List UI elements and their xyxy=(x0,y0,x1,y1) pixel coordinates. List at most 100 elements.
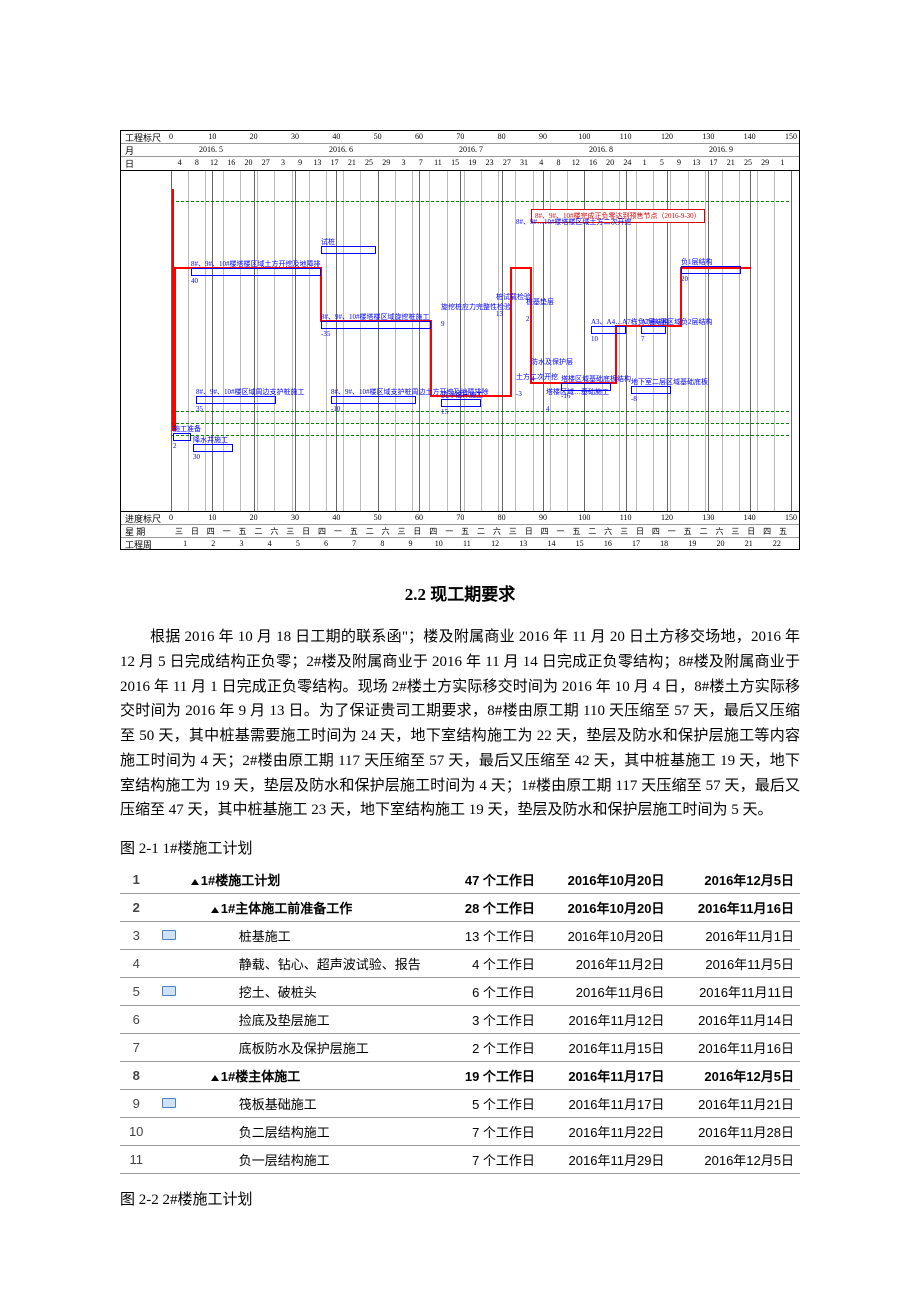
projweek-label: 5 xyxy=(296,539,300,548)
gantt-bar-num: 40 xyxy=(191,277,198,285)
table-row: 81#楼主体施工19 个工作日2016年11月17日2016年12月5日 xyxy=(120,1062,800,1090)
gantt-bar-label: 地下室二层区域基础底板 xyxy=(631,377,708,387)
row-number: 7 xyxy=(120,1034,152,1062)
scale-tick: 80 xyxy=(498,132,506,141)
weekday-label: 二 xyxy=(700,526,708,537)
gantt-bar xyxy=(441,399,481,407)
table-row: 11#楼施工计划47 个工作日2016年10月20日2016年12月5日 xyxy=(120,866,800,894)
gantt-bar xyxy=(681,266,741,274)
weekday-label: 一 xyxy=(556,526,564,537)
projweek-label: 19 xyxy=(688,539,696,548)
weekday-label: 四 xyxy=(541,526,549,537)
day-label: 1 xyxy=(643,158,647,167)
gantt-bar xyxy=(331,396,416,404)
scale-tick: 60 xyxy=(415,513,423,522)
month-label: 2016. 5 xyxy=(199,145,223,154)
start-date-cell: 2016年11月22日 xyxy=(541,1118,671,1146)
table-row: 11负一层结构施工7 个工作日2016年11月29日2016年12月5日 xyxy=(120,1146,800,1174)
row-number: 8 xyxy=(120,1062,152,1090)
task-name-cell: 挖土、破桩头 xyxy=(185,978,433,1006)
day-label: 31 xyxy=(520,158,528,167)
day-label: 8 xyxy=(557,158,561,167)
start-date-cell: 2016年10月20日 xyxy=(541,894,671,922)
table-row: 4静载、钻心、超声波试验、报告4 个工作日2016年11月2日2016年11月5… xyxy=(120,950,800,978)
gantt-bar-num: 20 xyxy=(681,275,688,283)
gantt-bar-num: 35 xyxy=(196,405,203,413)
day-label: 16 xyxy=(589,158,597,167)
day-label: 12 xyxy=(210,158,218,167)
day-label: 15 xyxy=(451,158,459,167)
month-label: 2016. 7 xyxy=(459,145,483,154)
gantt-bar-label: 8#、9#、10#楼区域周边支护桩施工 xyxy=(196,387,305,397)
day-label: 16 xyxy=(227,158,235,167)
weekday-label: 日 xyxy=(191,526,199,537)
table-row: 3桩基施工13 个工作日2016年10月20日2016年11月1日 xyxy=(120,922,800,950)
row-icon-cell xyxy=(152,866,184,894)
gantt-bar-num: 13 xyxy=(496,310,503,318)
end-date-cell: 2016年11月5日 xyxy=(670,950,800,978)
day-label: 25 xyxy=(744,158,752,167)
gantt-bar-num: 2 xyxy=(173,442,177,450)
weekday-label: 二 xyxy=(588,526,596,537)
task-name-text: 静载、钻心、超声波试验、报告 xyxy=(239,957,421,972)
row-icon-cell xyxy=(152,1118,184,1146)
gantt-bar-label: 抗浮锚杆施工 xyxy=(441,390,483,400)
scale-tick: 20 xyxy=(250,513,258,522)
scale-tick: 70 xyxy=(456,132,464,141)
section-2-2-paragraph: 根据 2016 年 10 月 18 日工期的联系函"；楼及附属商业 2016 年… xyxy=(120,625,800,823)
day-label: 23 xyxy=(486,158,494,167)
end-date-cell: 2016年11月1日 xyxy=(670,922,800,950)
projweek-label: 17 xyxy=(632,539,640,548)
projweek-label: 7 xyxy=(352,539,356,548)
weekday-label: 六 xyxy=(715,526,723,537)
end-date-cell: 2016年11月16日 xyxy=(670,1034,800,1062)
scale-tick: 0 xyxy=(169,132,173,141)
figure-2-1-caption: 图 2-1 1#楼施工计划 xyxy=(120,837,800,858)
projweek-label: 14 xyxy=(547,539,555,548)
day-label: 9 xyxy=(298,158,302,167)
weekday-label: 日 xyxy=(302,526,310,537)
scale-tick: 60 xyxy=(415,132,423,141)
duration-cell: 13 个工作日 xyxy=(433,922,541,950)
gantt-bar-label: 负1层结构 xyxy=(681,257,713,267)
day-label: 27 xyxy=(503,158,511,167)
day-label: 29 xyxy=(382,158,390,167)
projweek-label: 2 xyxy=(211,539,215,548)
scale-tick: 120 xyxy=(661,132,673,141)
gantt-bar-label: 降水井施工 xyxy=(193,435,228,445)
projweek-label: 22 xyxy=(773,539,781,548)
label-proj-scale: 工程标尺 xyxy=(125,131,161,144)
gantt-footer: 进度标尺 01020304050607080901001101201301401… xyxy=(121,511,799,551)
start-date-cell: 2016年11月29日 xyxy=(541,1146,671,1174)
row-number: 6 xyxy=(120,1006,152,1034)
weekday-label: 三 xyxy=(509,526,517,537)
label-day: 日 xyxy=(125,157,134,170)
duration-cell: 7 个工作日 xyxy=(433,1118,541,1146)
weekday-label: 一 xyxy=(334,526,342,537)
projweek-label: 9 xyxy=(409,539,413,548)
gantt-bar-num: -8 xyxy=(631,395,637,403)
scale-tick: 110 xyxy=(620,132,632,141)
gantt-bar-num: -10 xyxy=(331,405,340,413)
start-date-cell: 2016年11月2日 xyxy=(541,950,671,978)
task-name-cell: 负一层结构施工 xyxy=(185,1146,433,1174)
end-date-cell: 2016年11月14日 xyxy=(670,1006,800,1034)
weekday-label: 一 xyxy=(668,526,676,537)
scale-tick: 90 xyxy=(539,132,547,141)
end-date-cell: 2016年11月21日 xyxy=(670,1090,800,1118)
gantt-bar-num: -35 xyxy=(321,330,330,338)
projweek-label: 20 xyxy=(717,539,725,548)
day-label: 9 xyxy=(677,158,681,167)
weekday-label: 四 xyxy=(652,526,660,537)
label-progress-scale: 进度标尺 xyxy=(125,512,161,525)
task-name-text: 1#主体施工前准备工作 xyxy=(221,901,352,916)
scale-tick: 120 xyxy=(661,513,673,522)
weekday-label: 三 xyxy=(175,526,183,537)
weekday-label: 六 xyxy=(604,526,612,537)
day-label: 3 xyxy=(281,158,285,167)
collapse-triangle-icon xyxy=(191,879,199,885)
scale-tick: 70 xyxy=(456,513,464,522)
projweek-label: 12 xyxy=(491,539,499,548)
row-number: 10 xyxy=(120,1118,152,1146)
scale-tick: 10 xyxy=(208,132,216,141)
